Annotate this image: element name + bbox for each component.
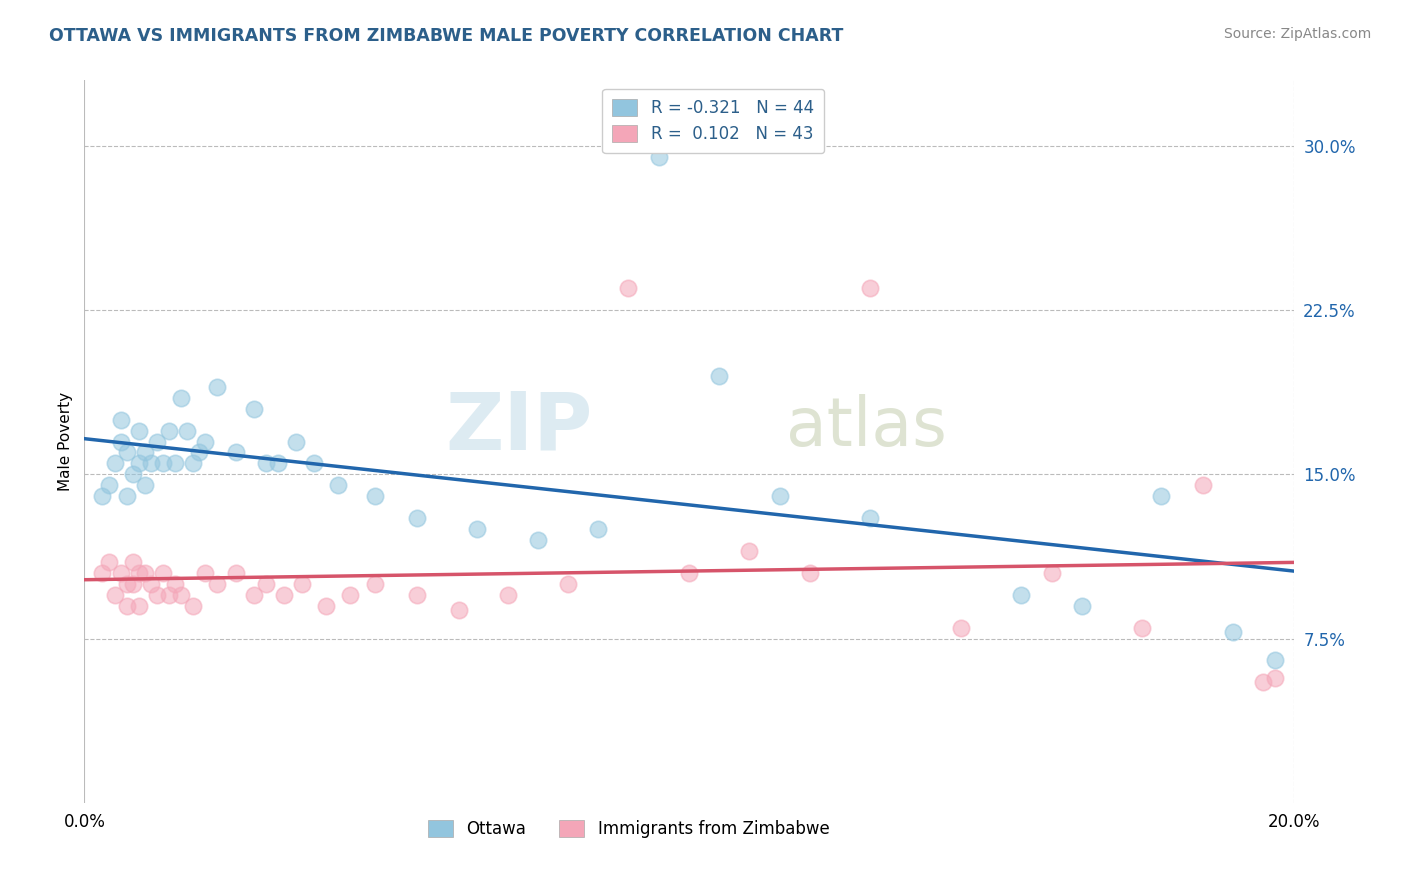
Point <box>285 434 308 449</box>
Point <box>110 566 132 580</box>
Point <box>115 445 138 459</box>
Point <box>225 445 247 459</box>
Point <box>1149 489 1171 503</box>
Point <box>146 588 169 602</box>
Point <box>267 457 290 471</box>
Point <box>115 577 138 591</box>
Point <box>859 281 882 295</box>
Point <box>363 489 385 503</box>
Point <box>104 457 127 471</box>
Point <box>97 478 120 492</box>
Point <box>648 150 671 164</box>
Point <box>207 380 229 394</box>
Point <box>1011 588 1033 602</box>
Point <box>799 566 821 580</box>
Point <box>1040 566 1063 580</box>
Point <box>115 489 138 503</box>
Point <box>121 577 143 591</box>
Point <box>194 566 217 580</box>
Point <box>302 457 325 471</box>
Point <box>678 566 700 580</box>
Point <box>121 467 143 482</box>
Point <box>110 434 132 449</box>
Point <box>134 566 156 580</box>
Point <box>181 457 204 471</box>
Point <box>254 577 277 591</box>
Point <box>128 424 150 438</box>
Point <box>170 391 193 405</box>
Point <box>339 588 361 602</box>
Point <box>406 588 429 602</box>
Point <box>496 588 519 602</box>
Point <box>207 577 229 591</box>
Point <box>527 533 550 547</box>
Point <box>406 511 429 525</box>
Point <box>181 599 204 613</box>
Point <box>225 566 247 580</box>
Point <box>97 555 120 569</box>
Point <box>134 478 156 492</box>
Point <box>115 599 138 613</box>
Point <box>1253 675 1275 690</box>
Point <box>273 588 295 602</box>
Point <box>152 457 174 471</box>
Point <box>1264 671 1286 685</box>
Point <box>146 434 169 449</box>
Y-axis label: Male Poverty: Male Poverty <box>58 392 73 491</box>
Point <box>194 434 217 449</box>
Point <box>128 599 150 613</box>
Point <box>157 424 180 438</box>
Point <box>176 424 198 438</box>
Point <box>557 577 579 591</box>
Point <box>152 566 174 580</box>
Text: atlas: atlas <box>786 394 946 460</box>
Point <box>254 457 277 471</box>
Point <box>110 412 132 426</box>
Point <box>139 577 162 591</box>
Point <box>738 544 761 558</box>
Point <box>363 577 385 591</box>
Point <box>449 603 471 617</box>
Point <box>291 577 314 591</box>
Text: OTTAWA VS IMMIGRANTS FROM ZIMBABWE MALE POVERTY CORRELATION CHART: OTTAWA VS IMMIGRANTS FROM ZIMBABWE MALE … <box>49 27 844 45</box>
Point <box>1192 478 1215 492</box>
Text: ZIP: ZIP <box>444 388 592 467</box>
Point <box>242 588 264 602</box>
Point <box>104 588 127 602</box>
Point <box>242 401 264 416</box>
Point <box>859 511 882 525</box>
Point <box>165 457 187 471</box>
Point <box>328 478 350 492</box>
Point <box>588 522 610 536</box>
Point <box>1130 621 1153 635</box>
Point <box>315 599 337 613</box>
Point <box>139 457 162 471</box>
Point <box>91 566 114 580</box>
Point <box>950 621 973 635</box>
Point <box>709 368 731 383</box>
Point <box>1071 599 1094 613</box>
Point <box>769 489 792 503</box>
Point <box>188 445 211 459</box>
Point <box>157 588 180 602</box>
Point <box>165 577 187 591</box>
Point <box>128 566 150 580</box>
Point <box>121 555 143 569</box>
Point <box>170 588 193 602</box>
Point <box>134 445 156 459</box>
Point <box>1222 625 1244 640</box>
Point <box>617 281 640 295</box>
Point <box>91 489 114 503</box>
Legend: Ottawa, Immigrants from Zimbabwe: Ottawa, Immigrants from Zimbabwe <box>420 814 837 845</box>
Point <box>128 457 150 471</box>
Point <box>1264 653 1286 667</box>
Text: Source: ZipAtlas.com: Source: ZipAtlas.com <box>1223 27 1371 41</box>
Point <box>467 522 489 536</box>
